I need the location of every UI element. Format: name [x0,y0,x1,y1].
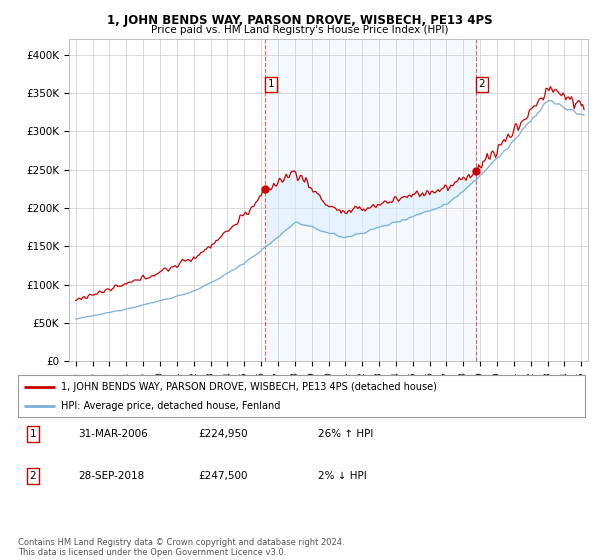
Text: 2: 2 [29,471,37,481]
Text: 1: 1 [29,429,37,439]
Text: HPI: Average price, detached house, Fenland: HPI: Average price, detached house, Fenl… [61,401,280,411]
Text: 1, JOHN BENDS WAY, PARSON DROVE, WISBECH, PE13 4PS: 1, JOHN BENDS WAY, PARSON DROVE, WISBECH… [107,14,493,27]
Text: 31-MAR-2006: 31-MAR-2006 [78,429,148,439]
Text: 28-SEP-2018: 28-SEP-2018 [78,471,144,481]
Text: 2: 2 [478,80,485,89]
Text: 26% ↑ HPI: 26% ↑ HPI [318,429,373,439]
Text: Contains HM Land Registry data © Crown copyright and database right 2024.
This d: Contains HM Land Registry data © Crown c… [18,538,344,557]
Text: 1, JOHN BENDS WAY, PARSON DROVE, WISBECH, PE13 4PS (detached house): 1, JOHN BENDS WAY, PARSON DROVE, WISBECH… [61,381,436,391]
Bar [265,39,476,361]
Text: 1: 1 [268,80,274,89]
Text: £224,950: £224,950 [198,429,248,439]
Text: Price paid vs. HM Land Registry's House Price Index (HPI): Price paid vs. HM Land Registry's House … [151,25,449,35]
Text: £247,500: £247,500 [198,471,248,481]
Text: 2% ↓ HPI: 2% ↓ HPI [318,471,367,481]
